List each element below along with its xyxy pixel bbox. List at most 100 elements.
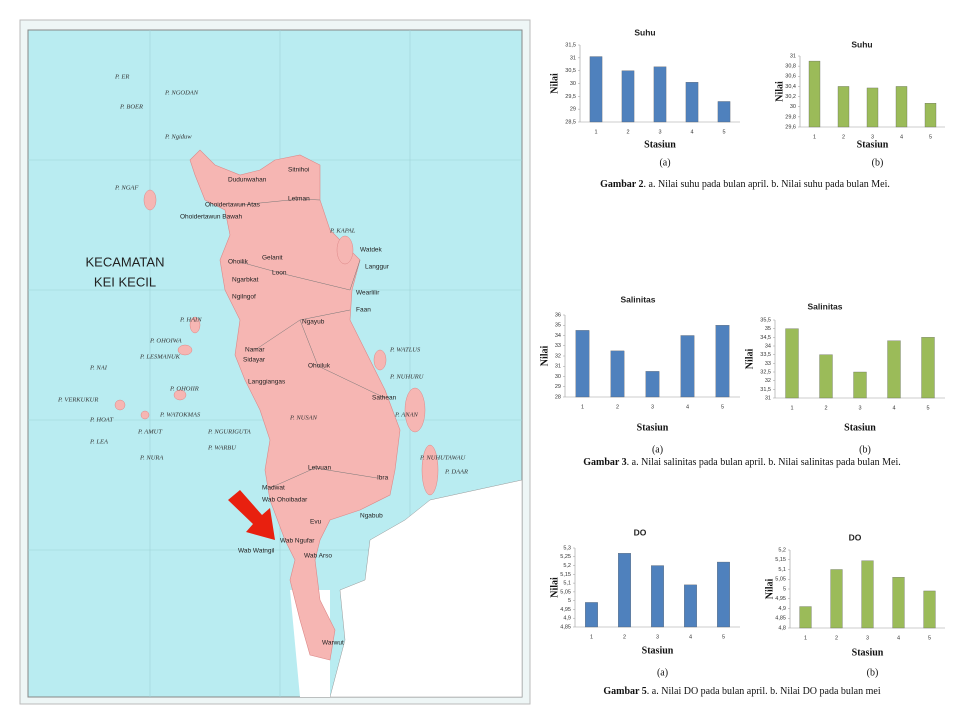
- x-axis-label: Stasiun: [857, 139, 889, 150]
- bar: [892, 577, 905, 629]
- y-tick-label: 35: [765, 326, 771, 332]
- y-tick-label: 29: [555, 384, 561, 390]
- bar: [621, 70, 635, 123]
- y-tick-label: 30: [790, 104, 796, 110]
- bar: [610, 350, 625, 398]
- chart: DO 4,8 4,85 4,9 4,95 5 5,05 5,1 5,15 5,2 1 2 3 4 5 Stas…: [764, 532, 945, 678]
- y-tick-label: 5,05: [560, 589, 571, 595]
- map-label: P. HOAT: [89, 416, 114, 423]
- y-tick-label: 30,8: [785, 64, 796, 70]
- bar: [717, 101, 731, 123]
- y-axis-label: Nilai: [549, 73, 560, 94]
- y-tick-label: 34,5: [760, 335, 771, 341]
- y-tick-label: 30,5: [565, 68, 576, 74]
- y-tick-label: 4,9: [778, 606, 786, 612]
- caption-text: . a. Nilai DO pada bulan april. b. Nilai…: [647, 686, 881, 697]
- map-title: KECAMATAN: [86, 254, 165, 269]
- x-tick-label: 5: [926, 405, 929, 411]
- bar: [653, 66, 667, 123]
- x-axis-label: Stasiun: [644, 139, 676, 150]
- map-label: Ngilngof: [232, 294, 256, 301]
- map-label: Ibra: [377, 475, 389, 482]
- map-label: Sathean: [372, 395, 397, 402]
- bar: [837, 86, 850, 128]
- bar: [923, 590, 936, 629]
- y-tick-label: 4,8: [778, 625, 786, 631]
- map-label: Langgiangas: [248, 379, 286, 386]
- map: KECAMATAN KEI KECIL P. ER P. NGODAN P. B…: [19, 19, 531, 705]
- x-axis-label: Stasiun: [637, 422, 669, 433]
- map-label: P. DAAR: [444, 468, 468, 475]
- bar: [715, 325, 730, 398]
- x-tick-label: 4: [686, 404, 689, 410]
- map-label: Evu: [310, 519, 322, 526]
- chart: Suhu 28,5 29 29,5 30 30,5 31 31,5 1 2 3 4 5 Stasiun Ni…: [549, 27, 740, 168]
- bar: [717, 561, 730, 628]
- map-label: Sidayar: [243, 357, 266, 364]
- map-label: Ngabub: [360, 513, 383, 520]
- x-tick-label: 2: [626, 129, 629, 135]
- y-tick-label: 30: [555, 374, 561, 380]
- y-tick-label: 31,5: [760, 387, 771, 393]
- map-label: Gelanit: [262, 255, 283, 262]
- bar: [685, 82, 699, 123]
- y-tick-label: 30,2: [785, 94, 796, 100]
- sub-label: (b): [859, 444, 871, 455]
- map-label: P. LESMANUK: [139, 353, 181, 360]
- bar: [861, 560, 874, 629]
- x-tick-label: 3: [658, 129, 661, 135]
- map-label: P. AMUT: [137, 428, 162, 435]
- map-label: Langgur: [365, 264, 390, 271]
- map-label: Dudunwahan: [228, 177, 267, 184]
- y-tick-label: 5,2: [563, 563, 571, 569]
- map-label: P. WARBU: [207, 444, 237, 451]
- chart-title: Salinitas: [621, 294, 656, 304]
- x-tick-label: 4: [892, 405, 895, 411]
- y-tick-label: 29: [570, 107, 576, 113]
- bar: [785, 328, 799, 399]
- y-tick-label: 32: [765, 378, 771, 384]
- x-tick-label: 1: [804, 635, 807, 641]
- x-tick-label: 2: [616, 404, 619, 410]
- chart-title: DO: [634, 527, 647, 537]
- caption-label: Gambar 3: [583, 457, 626, 468]
- map-label: P. NGODAN: [164, 89, 199, 96]
- x-tick-label: 3: [656, 634, 659, 640]
- x-tick-label: 5: [928, 635, 931, 641]
- y-tick-label: 31: [765, 395, 771, 401]
- map-title: KEI KECIL: [94, 274, 156, 289]
- map-label: Warwut: [322, 640, 344, 647]
- x-tick-label: 1: [594, 129, 597, 135]
- y-tick-label: 28,5: [565, 119, 576, 125]
- x-tick-label: 3: [858, 405, 861, 411]
- x-tick-label: 5: [722, 634, 725, 640]
- caption: Gambar 2. a. Nilai suhu pada bulan april…: [600, 179, 890, 190]
- chart-title: DO: [849, 532, 862, 542]
- map-label: Letvuan: [308, 465, 332, 472]
- map-label: P. NGURIGUTA: [207, 428, 251, 435]
- y-tick-label: 5,25: [560, 554, 571, 560]
- bar: [866, 87, 879, 128]
- chart-title: Suhu: [851, 39, 872, 49]
- sub-label: (a): [652, 444, 663, 455]
- y-axis-label: Nilai: [549, 577, 560, 598]
- y-tick-label: 34: [765, 343, 771, 349]
- x-tick-label: 4: [690, 129, 693, 135]
- y-tick-label: 4,9: [563, 616, 571, 622]
- x-tick-label: 5: [721, 404, 724, 410]
- y-tick-label: 33,5: [760, 352, 771, 358]
- y-tick-label: 5,1: [778, 567, 786, 573]
- bar: [887, 340, 901, 399]
- map-label: P. LEA: [89, 438, 108, 445]
- x-tick-label: 5: [722, 129, 725, 135]
- map-label: P. NURA: [139, 454, 163, 461]
- y-tick-label: 5,15: [775, 557, 786, 563]
- y-tick-label: 33: [555, 343, 561, 349]
- map-label: Loon: [272, 270, 287, 277]
- bar: [924, 103, 937, 128]
- x-tick-label: 2: [824, 405, 827, 411]
- map-label: Wearlilir: [356, 290, 380, 297]
- y-tick-label: 29,5: [565, 94, 576, 100]
- bar: [921, 337, 935, 399]
- y-tick-label: 28: [555, 394, 561, 400]
